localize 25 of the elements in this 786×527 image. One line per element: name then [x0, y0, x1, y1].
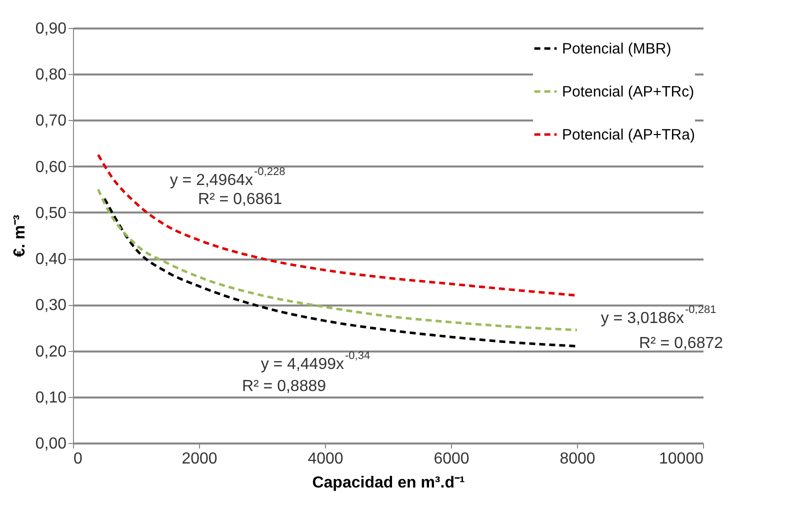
- x-tick-label: 0: [74, 450, 82, 468]
- legend-label: Potencial (MBR): [562, 40, 672, 58]
- y-tick-label: 0,80: [35, 66, 67, 84]
- x-tick-label: 8000: [560, 450, 596, 468]
- annotation: R² = 0,6872: [638, 335, 724, 352]
- annotation: R² = 0,6861: [198, 191, 282, 208]
- legend-label: Potencial (AP+TRa): [562, 126, 695, 144]
- y-axis-title: €. m⁻³: [11, 214, 28, 258]
- y-tick-label: 0,60: [35, 158, 67, 176]
- x-tick-label: 10000: [659, 450, 704, 468]
- y-tick-label: 0,90: [35, 20, 67, 38]
- y-tick-label: 0,10: [35, 389, 67, 406]
- annotation: R² = 0,8889: [242, 378, 326, 395]
- y-tick-label: 0,30: [35, 297, 67, 314]
- line-series: [96, 188, 578, 332]
- x-tick-label: 2000: [182, 450, 218, 468]
- x-axis-title: Capacidad en m³.d⁻¹: [312, 474, 465, 492]
- x-tick-label: 4000: [308, 450, 344, 468]
- y-tick-label: 0,00: [35, 436, 67, 452]
- x-tick-label: 6000: [434, 450, 470, 468]
- y-tick-label: 0,70: [35, 112, 67, 130]
- y-tick-label: 0,40: [35, 251, 67, 268]
- legend-label: Potencial (AP+TRc): [562, 84, 694, 100]
- y-tick-label: 0,50: [35, 204, 67, 222]
- y-tick-label: 0,20: [35, 343, 67, 360]
